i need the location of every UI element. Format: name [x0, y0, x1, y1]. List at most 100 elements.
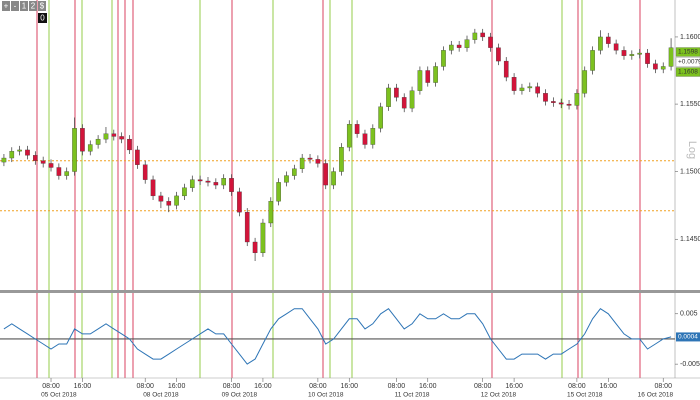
y-tick-label: 1.1500	[680, 168, 700, 175]
candle-body	[401, 97, 407, 109]
candle-body	[252, 241, 258, 254]
x-tick-label: 16:00	[74, 383, 92, 390]
candle-body	[637, 52, 642, 55]
candle-body	[1, 157, 7, 163]
candle-body	[189, 179, 195, 188]
axis-background	[675, 0, 700, 378]
toolbar-button[interactable]	[2, 1, 10, 11]
date-label: 09 Oct 2018	[222, 392, 258, 399]
y-tick-label: 1.1600	[680, 34, 700, 41]
candle-body	[244, 211, 250, 243]
candle-body	[127, 138, 132, 151]
candle-body	[158, 195, 164, 202]
y-tick-label: 1.1550	[680, 101, 700, 108]
scale-label: Log	[686, 141, 698, 159]
x-tick-label: 08:00	[654, 383, 672, 390]
toolbar-label: +	[4, 2, 9, 11]
candle-body	[653, 63, 658, 70]
price-box	[675, 67, 700, 77]
price-label: 1.1598	[678, 49, 698, 56]
candle-body	[174, 195, 179, 206]
candle-body	[535, 86, 540, 94]
candle-body	[182, 187, 187, 197]
candle-body	[394, 87, 399, 98]
candle-body	[135, 149, 140, 165]
date-label: 12 Oct 2018	[481, 392, 517, 399]
toolbar-button[interactable]	[29, 1, 37, 11]
date-label: 11 Oct 2018	[395, 392, 430, 399]
y-tick-label: 0.005	[680, 311, 698, 318]
value-label: 0.0004	[678, 334, 698, 341]
toolbar-label: 2	[31, 2, 36, 11]
candle-body	[409, 90, 415, 109]
x-tick-label: 16:00	[600, 383, 618, 390]
date-label: 10 Oct 2018	[308, 392, 344, 399]
candle-body	[558, 102, 564, 105]
candle-body	[33, 155, 38, 161]
y-tick-label: 1.1450	[680, 236, 700, 243]
candle-body	[87, 144, 93, 152]
toolbar-button[interactable]	[11, 1, 19, 11]
toolbar-label: $	[40, 2, 45, 11]
price-box	[675, 57, 700, 67]
candle-body	[660, 66, 666, 70]
toolbar-button[interactable]	[38, 1, 46, 11]
x-tick-label: 08:00	[388, 383, 406, 390]
candle-body	[362, 133, 368, 145]
candle-body	[103, 133, 109, 140]
x-tick-label: 08:00	[136, 383, 154, 390]
candle-body	[645, 52, 650, 64]
candle-body	[268, 201, 274, 224]
price-box	[675, 47, 700, 57]
candle-body	[613, 43, 619, 51]
x-tick-label: 08:00	[42, 383, 60, 390]
candle-body	[566, 103, 572, 106]
toolbar-label: 1	[22, 2, 27, 11]
candle-body	[488, 36, 493, 48]
candle-body	[111, 133, 117, 137]
candle-body	[378, 106, 383, 129]
toolbar: + - 1 2 $ 0	[2, 1, 47, 23]
candle-body	[668, 47, 674, 67]
candle-body	[72, 128, 77, 172]
toolbar-button[interactable]	[38, 13, 47, 23]
candle-body	[64, 171, 70, 176]
x-tick-label: 16:00	[505, 383, 523, 390]
candle-body	[503, 60, 509, 78]
toolbar-label: -	[14, 2, 17, 11]
candle-body	[40, 160, 46, 164]
candle-body	[433, 66, 438, 83]
candle-body	[448, 44, 454, 51]
candle-body	[527, 86, 533, 89]
candle-body	[605, 36, 611, 44]
candle-body	[142, 164, 148, 180]
candle-body	[346, 124, 352, 148]
date-label: 05 Oct 2018	[41, 392, 77, 399]
x-tick-label: 08:00	[474, 383, 492, 390]
value-box	[676, 332, 700, 342]
date-label: 08 Oct 2018	[143, 392, 179, 399]
event-lines-green	[48, 0, 583, 378]
price-label: +0.0079	[678, 59, 700, 66]
candle-body	[511, 77, 517, 91]
candle-body	[213, 182, 219, 186]
candle-body	[370, 128, 376, 145]
x-tick-label: 16:00	[419, 383, 437, 390]
candle-body	[331, 171, 336, 186]
candle-body	[323, 163, 329, 186]
price-label: 1.1608	[678, 69, 698, 76]
candle-body	[315, 159, 321, 164]
candle-body	[229, 178, 234, 192]
x-tick-label: 08:00	[223, 383, 241, 390]
candle-body	[56, 167, 62, 176]
candle-body	[354, 124, 360, 134]
candle-body	[582, 70, 588, 94]
candle-body	[95, 138, 101, 145]
candle-body	[629, 54, 635, 56]
candle-body	[425, 70, 431, 83]
toolbar-button[interactable]	[20, 1, 28, 11]
candle-body	[25, 149, 30, 156]
